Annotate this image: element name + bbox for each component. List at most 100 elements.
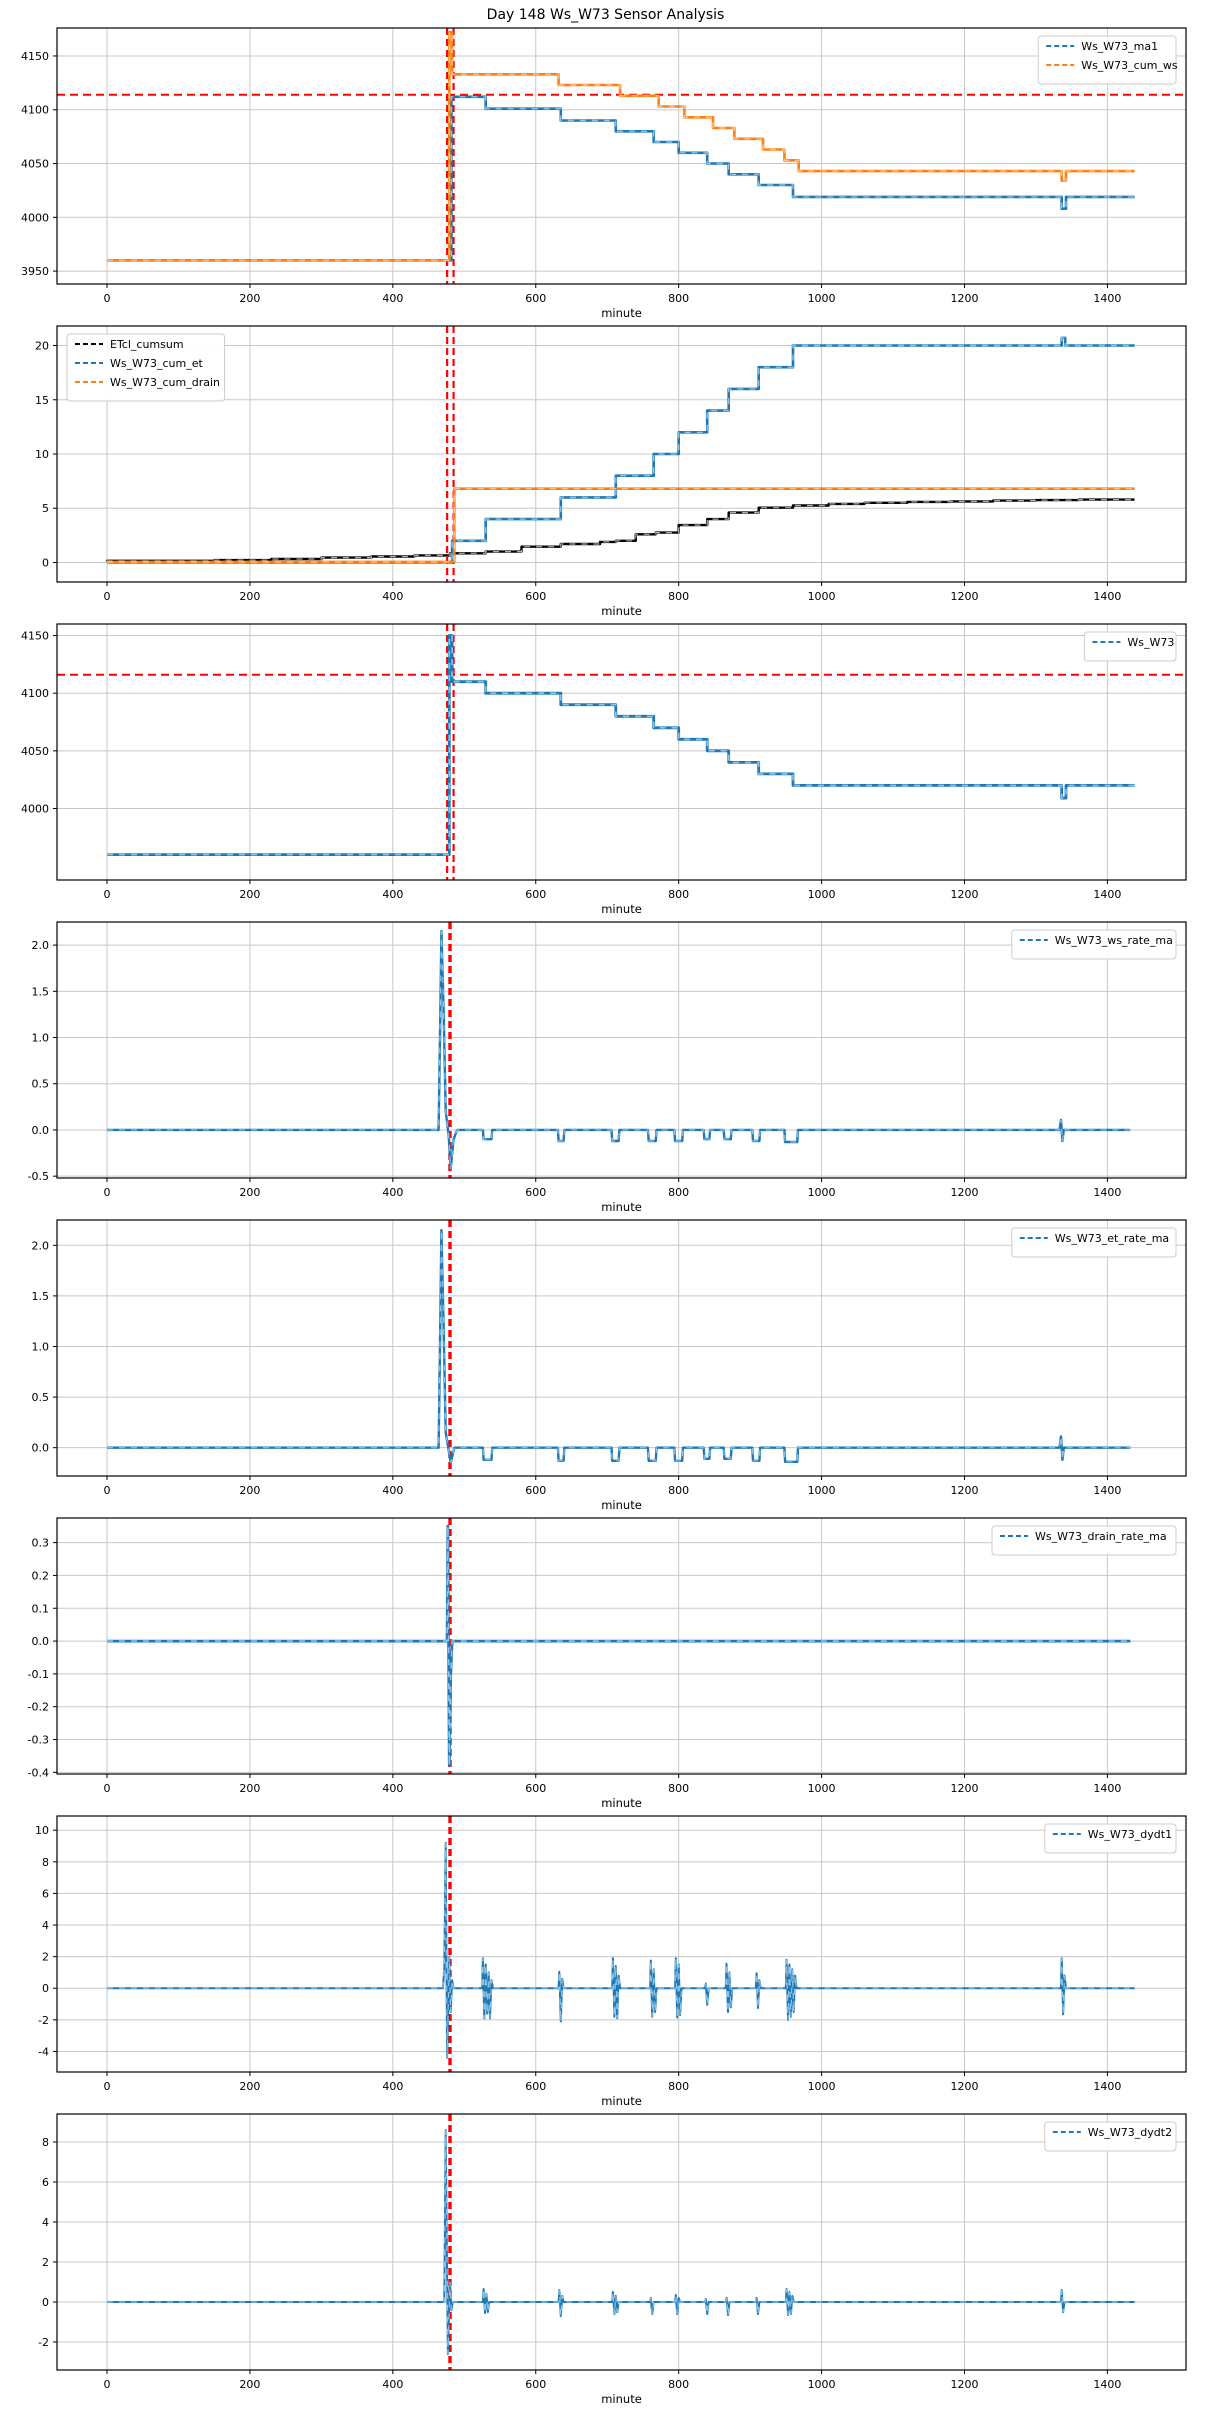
x-axis-label: minute	[601, 2392, 642, 2406]
x-tick-label: 1000	[808, 2080, 836, 2093]
legend-label: ETcl_cumsum	[110, 338, 184, 351]
axes-spine	[56, 623, 1187, 881]
x-tick-label: 600	[525, 888, 546, 901]
legend: Ws_W73_dydt1	[1044, 1823, 1177, 1854]
x-tick-label: 1000	[808, 2378, 836, 2391]
legend-label: Ws_W73_drain_rate_ma	[1035, 1530, 1167, 1543]
x-tick-label: 200	[239, 590, 260, 603]
tick-labels: 0 200 400 600 800 1000 1200 1400 -0.5 0.0 0.5 1.0 1.…	[28, 939, 1122, 1199]
x-tick-label: 1000	[808, 1186, 836, 1199]
axes-spine	[56, 2113, 1187, 2371]
x-tick-label: 600	[525, 2080, 546, 2093]
legend-label: Ws_W73_ma1	[1081, 40, 1158, 53]
figure-title: Day 148 Ws_W73 Sensor Analysis	[486, 7, 725, 23]
tick-labels: 0 200 400 600 800 1000 1200 1400 3950 4000 4050 410…	[21, 50, 1121, 305]
legend-box	[1011, 1227, 1177, 1258]
y-tick-label: 0.3	[32, 1537, 50, 1550]
y-tick-label: 0.5	[32, 1078, 50, 1091]
x-tick-label: 1200	[950, 590, 978, 603]
plot-area	[57, 624, 1186, 880]
y-tick-label: 1.0	[32, 1340, 50, 1353]
x-tick-label: 400	[382, 292, 403, 305]
y-tick-label: 4050	[21, 745, 49, 758]
panel-1-ma1-cum-ws: 0 200 400 600 800 1000 1200 1400 3950 4000 4050 410…	[21, 27, 1187, 320]
y-tick-label: -0.4	[28, 1766, 49, 1779]
y-tick-label: 8	[42, 2136, 49, 2149]
tick-labels: 0 200 400 600 800 1000 1200 1400 4000 4050 4100 415…	[21, 630, 1121, 901]
plot-area	[107, 1518, 1131, 1774]
y-tick-label: 8	[42, 1856, 49, 1869]
gridlines	[57, 922, 1186, 1178]
y-tick-label: 2.0	[32, 939, 50, 952]
series-Ws_W73_ma1-dash-overlay	[107, 96, 1135, 261]
panel-2-cumsum-et-drain: 0 200 400 600 800 1000 1200 1400 0 5 10 15 20 minute E…	[35, 325, 1187, 618]
y-tick-label: 0	[42, 1982, 49, 1995]
legend-box	[1044, 2121, 1177, 2152]
y-tick-label: 20	[35, 340, 49, 353]
x-tick-label: 200	[239, 1186, 260, 1199]
x-tick-label: 200	[239, 888, 260, 901]
plot-area	[105, 326, 1135, 582]
x-tick-label: 1400	[1093, 1782, 1121, 1795]
y-tick-label: 0.0	[32, 1635, 50, 1648]
y-tick-label: 6	[42, 1887, 49, 1900]
y-tick-label: 4150	[21, 630, 49, 643]
series-Ws_W73-dash-overlay	[107, 634, 1135, 856]
y-tick-label: 4150	[21, 50, 49, 63]
y-tick-label: 0	[42, 556, 49, 569]
y-tick-label: 0	[42, 2296, 49, 2309]
series-Ws_W73_cum_ws-line	[107, 30, 1135, 262]
legend: Ws_W73_ws_rate_ma	[1011, 929, 1177, 960]
series-ETcl_cumsum-line	[105, 498, 1135, 562]
x-tick-label: 800	[668, 590, 689, 603]
x-tick-label: 200	[239, 292, 260, 305]
series-Ws_W73_dydt2-dash-overlay	[107, 2129, 1135, 2355]
x-axis-label: minute	[601, 1498, 642, 1512]
x-tick-label: 1400	[1093, 590, 1121, 603]
legend-label: Ws_W73_cum_et	[110, 357, 203, 370]
x-tick-label: 400	[382, 1484, 403, 1497]
y-tick-label: 0.0	[32, 1124, 50, 1137]
series-Ws_W73_ws_rate_ma-line	[107, 930, 1131, 1170]
axes-spine	[56, 1517, 1187, 1775]
x-tick-label: 800	[668, 2378, 689, 2391]
plot-area	[107, 2114, 1135, 2370]
y-tick-label: -0.5	[28, 1170, 49, 1183]
legend-label: Ws_W73_et_rate_ma	[1055, 1232, 1169, 1245]
x-tick-label: 600	[525, 590, 546, 603]
x-tick-label: 0	[104, 2080, 111, 2093]
x-axis-label: minute	[601, 604, 642, 618]
y-tick-label: -0.2	[28, 1701, 49, 1714]
legend: ETcl_cumsum Ws_W73_cum_et Ws_W73_cum_drain	[66, 333, 226, 402]
y-tick-label: 1.0	[32, 1032, 50, 1045]
x-axis-label: minute	[601, 1200, 642, 1214]
legend-box	[66, 333, 226, 402]
series-Ws_W73_cum_ws-dash-overlay	[107, 31, 1135, 261]
panel-4-ws-rate-ma: 0 200 400 600 800 1000 1200 1400 -0.5 0.0 0.5 1.0 1.…	[28, 921, 1187, 1214]
x-tick-label: 1400	[1093, 2378, 1121, 2391]
legend-label: Ws_W73_cum_drain	[110, 376, 220, 389]
legend: Ws_W73_drain_rate_ma	[991, 1525, 1177, 1556]
x-tick-label: 800	[668, 1186, 689, 1199]
x-tick-label: 1400	[1093, 292, 1121, 305]
panel-6-drain-rate-ma: 0 200 400 600 800 1000 1200 1400 -0.4 -0.3 -0.2 -0.…	[28, 1517, 1187, 1810]
x-tick-label: 1000	[808, 888, 836, 901]
legend-box	[1083, 631, 1177, 662]
series-Ws_W73-line	[107, 634, 1135, 856]
legend: Ws_W73_ma1 Ws_W73_cum_ws	[1037, 35, 1178, 85]
x-tick-label: 200	[239, 2080, 260, 2093]
y-tick-label: 2	[42, 2256, 49, 2269]
x-axis-label: minute	[601, 902, 642, 916]
series-Ws_W73_ws_rate_ma-dash-overlay	[107, 931, 1131, 1169]
legend: Ws_W73_et_rate_ma	[1011, 1227, 1177, 1258]
y-tick-label: -0.3	[28, 1734, 49, 1747]
y-tick-label: -4	[38, 2045, 49, 2058]
y-tick-label: 4050	[21, 158, 49, 171]
y-tick-label: 4000	[21, 211, 49, 224]
legend-label: Ws_W73_dydt1	[1088, 1828, 1172, 1841]
panel-7-dydt1: 0 200 400 600 800 1000 1200 1400 -4 -2 0 2 4 6 8 10 minu…	[35, 1815, 1187, 2108]
x-tick-label: 1400	[1093, 888, 1121, 901]
tick-labels: 0 200 400 600 800 1000 1200 1400 -2 0 2 4 6 8	[38, 2136, 1121, 2391]
gridlines	[57, 624, 1186, 880]
